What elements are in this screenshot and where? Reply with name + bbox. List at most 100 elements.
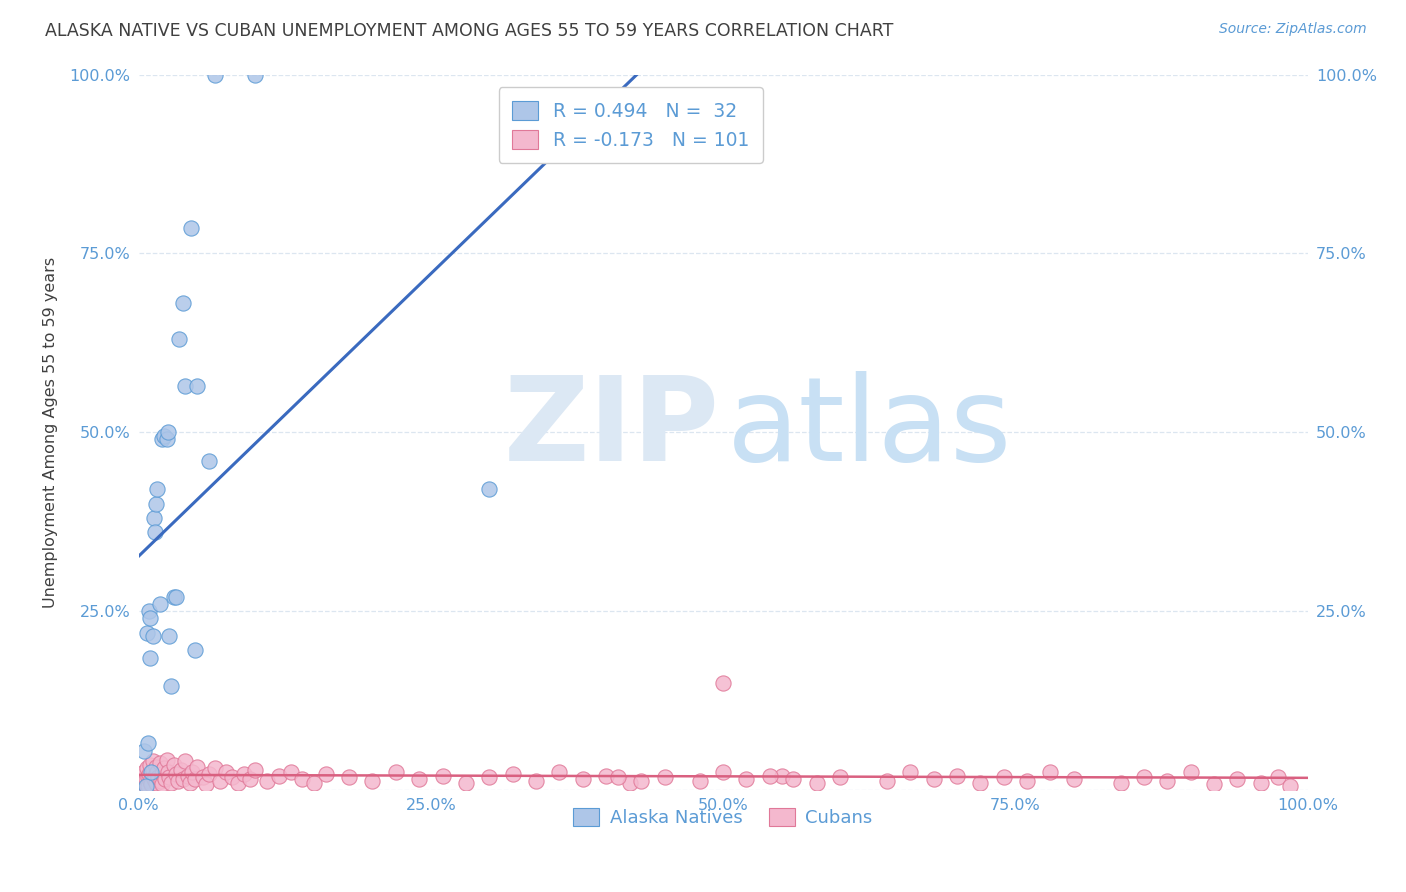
Point	[134, 774, 156, 789]
Point	[922, 772, 945, 787]
Point	[502, 767, 524, 781]
Point	[654, 770, 676, 784]
Point	[131, 769, 153, 783]
Point	[1109, 776, 1132, 790]
Point	[195, 777, 218, 791]
Point	[548, 765, 571, 780]
Point	[302, 776, 325, 790]
Point	[155, 772, 177, 787]
Point	[180, 221, 202, 235]
Point	[478, 770, 501, 784]
Point	[204, 761, 226, 775]
Point	[142, 763, 165, 777]
Point	[183, 643, 205, 657]
Point	[186, 760, 208, 774]
Point	[142, 772, 165, 787]
Point	[759, 769, 782, 783]
Point	[135, 625, 157, 640]
Point	[156, 425, 179, 440]
Point	[157, 770, 180, 784]
Point	[139, 650, 162, 665]
Point	[595, 769, 617, 783]
Text: Source: ZipAtlas.com: Source: ZipAtlas.com	[1219, 22, 1367, 37]
Point	[1015, 774, 1038, 789]
Point	[782, 772, 804, 787]
Point	[141, 777, 163, 791]
Point	[139, 757, 162, 772]
Point	[876, 774, 898, 789]
Point	[946, 769, 969, 783]
Point	[186, 378, 208, 392]
Point	[162, 590, 184, 604]
Point	[143, 769, 166, 783]
Point	[138, 767, 160, 781]
Point	[361, 774, 384, 789]
Point	[619, 776, 641, 790]
Point	[239, 772, 262, 787]
Point	[136, 770, 159, 784]
Point	[156, 433, 179, 447]
Point	[138, 604, 160, 618]
Point	[149, 756, 172, 770]
Point	[197, 767, 219, 781]
Point	[1039, 765, 1062, 780]
Y-axis label: Unemployment Among Ages 55 to 59 years: Unemployment Among Ages 55 to 59 years	[44, 257, 58, 607]
Point	[134, 765, 156, 780]
Point	[179, 776, 201, 790]
Point	[148, 770, 170, 784]
Text: ZIP: ZIP	[503, 371, 720, 486]
Point	[169, 332, 191, 346]
Point	[174, 378, 197, 392]
Point	[384, 765, 406, 780]
Point	[176, 769, 198, 783]
Point	[197, 454, 219, 468]
Point	[689, 774, 711, 789]
Point	[157, 629, 180, 643]
Point	[245, 68, 267, 82]
Point	[245, 763, 267, 777]
Point	[209, 774, 232, 789]
Point	[167, 774, 190, 789]
Legend: Alaska Natives, Cubans: Alaska Natives, Cubans	[567, 801, 880, 835]
Point	[165, 767, 187, 781]
Point	[160, 776, 183, 790]
Point	[454, 776, 477, 790]
Point	[145, 760, 167, 774]
Point	[969, 776, 991, 790]
Point	[135, 761, 157, 775]
Point	[149, 774, 172, 789]
Point	[215, 765, 238, 780]
Point	[135, 780, 157, 794]
Point	[993, 770, 1015, 784]
Point	[160, 679, 183, 693]
Point	[735, 772, 758, 787]
Point	[142, 511, 165, 525]
Point	[1133, 770, 1156, 784]
Point	[1250, 776, 1272, 790]
Point	[156, 765, 179, 780]
Point	[828, 770, 851, 784]
Point	[145, 497, 167, 511]
Point	[146, 483, 169, 497]
Point	[135, 772, 157, 787]
Point	[315, 767, 337, 781]
Point	[572, 772, 595, 787]
Point	[136, 736, 159, 750]
Point	[134, 743, 156, 757]
Point	[226, 776, 249, 790]
Point	[408, 772, 430, 787]
Point	[145, 776, 167, 790]
Point	[141, 765, 163, 780]
Text: atlas: atlas	[727, 371, 1012, 486]
Point	[630, 774, 652, 789]
Point	[1063, 772, 1085, 787]
Point	[432, 769, 454, 783]
Point	[1279, 780, 1302, 794]
Point	[606, 770, 628, 784]
Point	[1226, 772, 1249, 787]
Point	[256, 774, 278, 789]
Point	[150, 433, 173, 447]
Point	[232, 767, 254, 781]
Point	[132, 776, 155, 790]
Point	[142, 629, 165, 643]
